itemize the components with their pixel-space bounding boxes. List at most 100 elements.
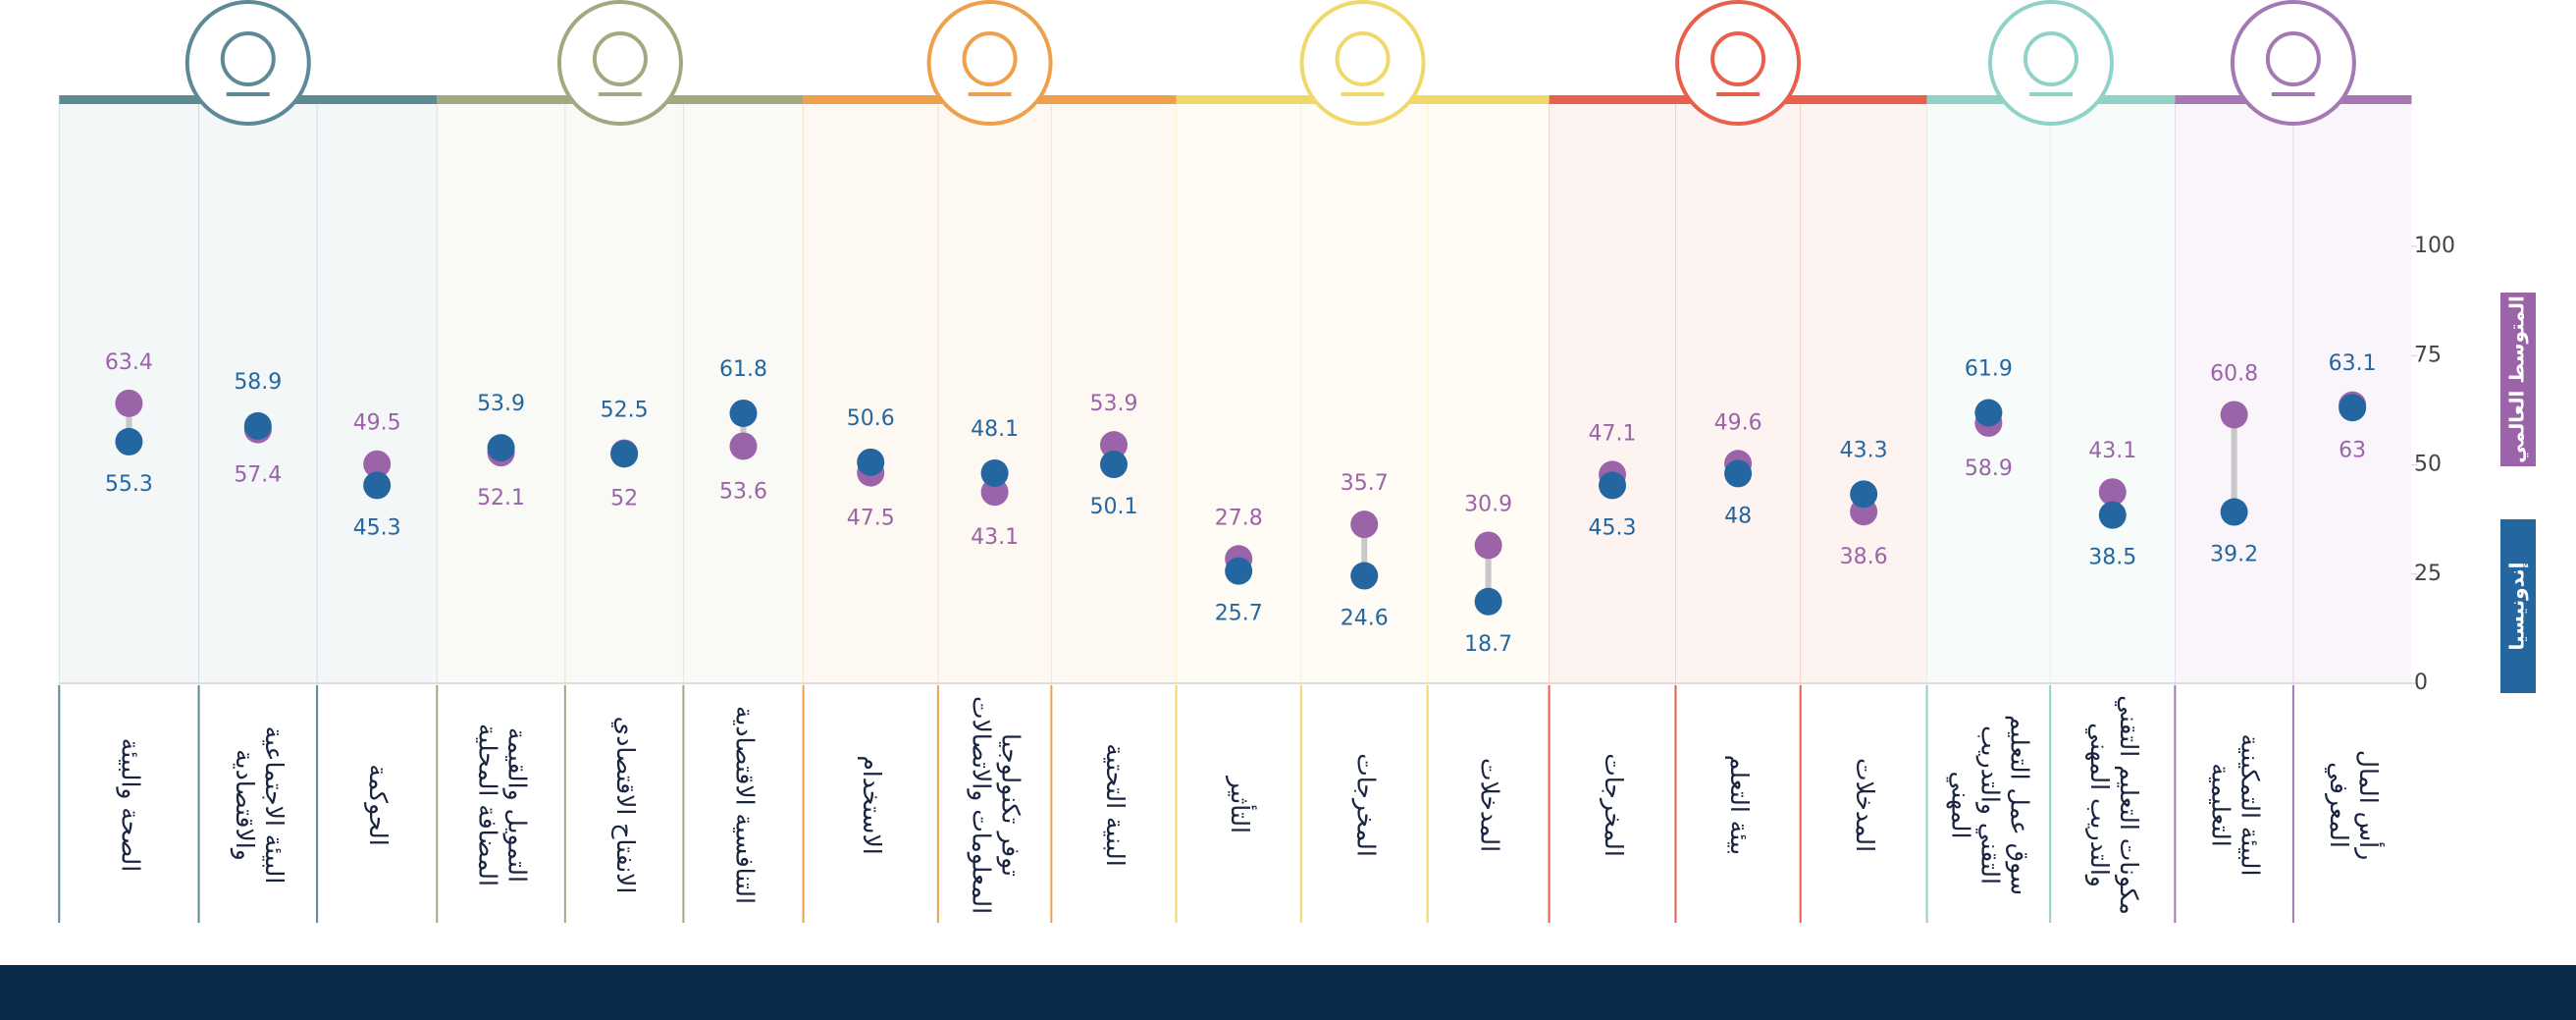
dot bbox=[115, 427, 143, 456]
category-label: التأثير bbox=[1226, 775, 1258, 833]
value-label: 47.5 bbox=[847, 507, 895, 531]
value-label: 39.2 bbox=[2210, 543, 2258, 567]
category-label: التمويل والقيمةالمضافة المحلية bbox=[474, 724, 532, 886]
category-label-group: سوق عمل التعليمالتقني والتدريبالمهني bbox=[1945, 715, 2033, 895]
category-label: مكونات التعليم التقنيوالتدريب المهني bbox=[2084, 695, 2143, 915]
group-icon-glyph bbox=[962, 31, 1018, 86]
category-label-group: التمويل والقيمةالمضافة المحلية bbox=[474, 724, 532, 886]
category-label: الصحة والبيئة bbox=[115, 738, 144, 872]
value-label: 52.1 bbox=[477, 486, 525, 510]
dot bbox=[363, 450, 392, 478]
group-icon bbox=[1987, 0, 2114, 126]
category-label-group: توفر تكنولوجياالمعلومات والاتصالات bbox=[967, 696, 1025, 914]
category-label-group: رأس المالالمعرفي bbox=[2325, 750, 2386, 860]
group-icon bbox=[1675, 0, 1802, 126]
value-label: 50.6 bbox=[847, 406, 895, 431]
value-label: 55.3 bbox=[105, 472, 153, 497]
category-label-group: المدخلات bbox=[1476, 758, 1504, 852]
value-label: 61.8 bbox=[719, 357, 767, 382]
value-label: 52 bbox=[610, 487, 638, 511]
value-label: 38.5 bbox=[2088, 546, 2136, 570]
category-label: المدخلات bbox=[1476, 758, 1504, 852]
value-label: 43.3 bbox=[1840, 438, 1888, 462]
y-tick-label: 75 bbox=[2414, 343, 2442, 367]
legend-label-group: المتوسط العالمي bbox=[2505, 295, 2530, 463]
value-label: 53.9 bbox=[477, 392, 525, 416]
group-band bbox=[1549, 102, 1927, 683]
dot bbox=[980, 478, 1009, 507]
category-label-group: مكونات التعليم التقنيوالتدريب المهني bbox=[2084, 695, 2143, 915]
dot bbox=[363, 471, 392, 500]
category-label-group: التنافسية الاقتصادية bbox=[730, 706, 759, 904]
category-label: سوق عمل التعليمالتقني والتدريبالمهني bbox=[1945, 715, 2033, 895]
value-label: 52.5 bbox=[601, 398, 649, 422]
legend-label: إندونيسيا bbox=[2505, 562, 2529, 650]
category-label-group: الصحة والبيئة bbox=[115, 738, 144, 872]
legend-label-group: إندونيسيا bbox=[2505, 562, 2529, 650]
dot bbox=[1850, 480, 1878, 509]
value-label: 50.1 bbox=[1089, 495, 1137, 519]
category-label: البيئة الاجتماعيةوالاقتصادية bbox=[230, 726, 289, 885]
category-label-group: البيئة التمكينيةالتعليمية bbox=[2207, 734, 2265, 877]
category-label-group: البيئة الاجتماعيةوالاقتصادية bbox=[230, 726, 289, 885]
dot bbox=[729, 432, 758, 460]
y-tick-label: 100 bbox=[2414, 234, 2455, 258]
dot bbox=[1099, 451, 1128, 479]
y-tick-label: 0 bbox=[2414, 671, 2428, 695]
dot bbox=[1099, 431, 1128, 459]
legend-swatch bbox=[2500, 293, 2536, 466]
group-icon bbox=[2230, 0, 2356, 126]
category-label: التنافسية الاقتصادية bbox=[730, 706, 759, 904]
value-label: 49.6 bbox=[1714, 410, 1762, 435]
category-label: الحوكمة bbox=[364, 764, 393, 845]
category-label: توفر تكنولوجياالمعلومات والاتصالات bbox=[967, 696, 1025, 914]
dot bbox=[1599, 471, 1627, 500]
group-icon bbox=[926, 0, 1053, 126]
value-label: 53.9 bbox=[1089, 392, 1137, 416]
dot bbox=[1225, 557, 1253, 585]
category-label-group: المخرجات bbox=[1600, 753, 1628, 857]
value-label: 63.1 bbox=[2329, 351, 2377, 376]
dot bbox=[610, 440, 639, 468]
group-band bbox=[2175, 102, 2412, 683]
category-label-group: المدخلات bbox=[1851, 758, 1879, 852]
y-tick-label: 50 bbox=[2414, 453, 2442, 477]
category-label: الاستخدام bbox=[858, 755, 886, 854]
group-icon bbox=[556, 0, 683, 126]
group-icon-glyph bbox=[1335, 31, 1391, 86]
category-label: المخرجات bbox=[1600, 753, 1628, 857]
value-label: 48.1 bbox=[971, 417, 1019, 442]
group-icon-glyph bbox=[2023, 31, 2078, 86]
group-band bbox=[437, 102, 804, 683]
group-icon bbox=[184, 0, 311, 126]
dot bbox=[2339, 394, 2367, 422]
value-label: 45.3 bbox=[353, 515, 401, 540]
dot bbox=[2220, 401, 2248, 429]
category-label: بيئة التعلم bbox=[1724, 755, 1754, 855]
value-label: 48 bbox=[1724, 504, 1752, 528]
category-label-group: التأثير bbox=[1226, 775, 1258, 833]
category-label: المخرجات bbox=[1351, 753, 1380, 857]
dot bbox=[2098, 478, 2127, 507]
group-icon bbox=[1299, 0, 1426, 126]
dot bbox=[1974, 399, 2003, 427]
legend-label: المتوسط العالمي bbox=[2505, 295, 2530, 463]
footer-band bbox=[0, 965, 2576, 1020]
value-label: 27.8 bbox=[1215, 506, 1263, 530]
value-label: 49.5 bbox=[353, 411, 401, 436]
category-label-group: الاستخدام bbox=[858, 755, 886, 854]
value-label: 45.3 bbox=[1589, 515, 1637, 540]
group-icon-glyph bbox=[2265, 31, 2321, 86]
value-label: 35.7 bbox=[1341, 471, 1389, 496]
group-icon-glyph bbox=[220, 31, 276, 86]
value-label: 43.1 bbox=[2088, 439, 2136, 463]
dot bbox=[2220, 498, 2248, 526]
dot bbox=[1350, 510, 1379, 539]
dot bbox=[1474, 531, 1502, 560]
dot bbox=[487, 434, 515, 462]
legend-swatch bbox=[2500, 519, 2536, 693]
group-band bbox=[803, 102, 1177, 683]
category-label-group: المخرجات bbox=[1351, 753, 1380, 857]
group-icon-glyph bbox=[592, 31, 648, 86]
